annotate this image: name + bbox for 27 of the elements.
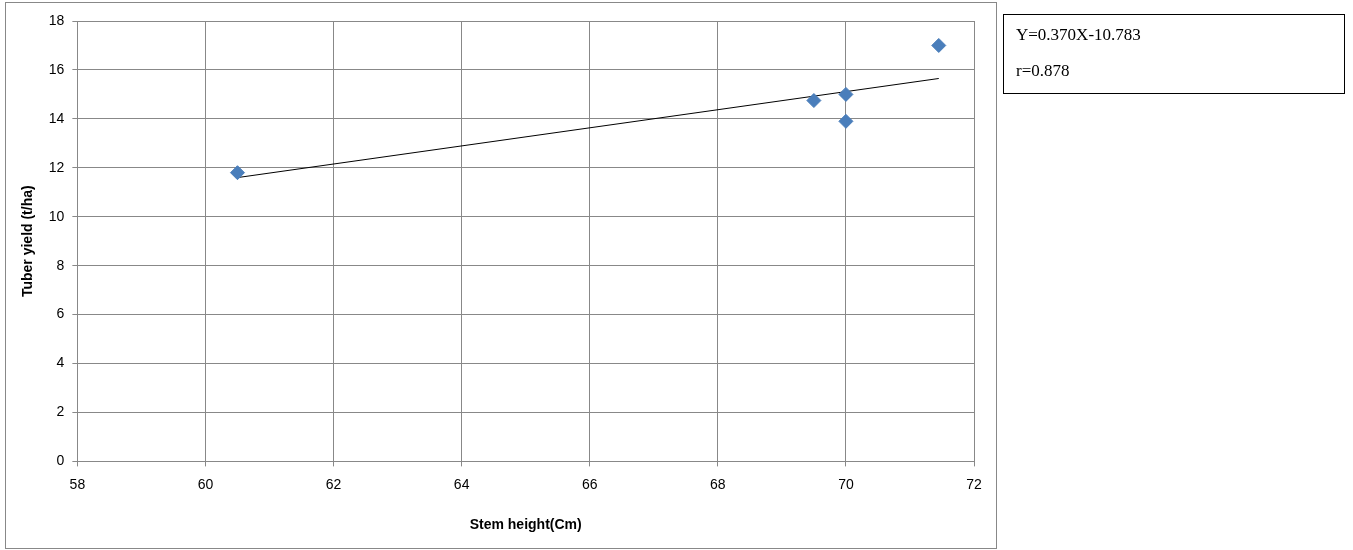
x-axis-title: Stem height(Cm) [469,516,582,533]
text: r=0.878 [1016,61,1071,81]
y-tick-label: 14 [48,109,65,126]
y-tick-label: 8 [56,256,65,273]
y-tick-label: 6 [56,305,65,322]
y-tick-label: 12 [48,158,65,175]
point [931,37,947,53]
x-tick-label: 64 [453,475,470,492]
x-tick-label: 68 [710,475,726,492]
point [838,86,854,102]
x-tick-label: 58 [69,475,86,492]
y-axis-title: Tuber yield (t/ha) [19,185,36,298]
point [229,165,245,181]
x-tick-label: 70 [838,475,854,492]
text: Y=0.370X-10.783 [1016,25,1142,45]
x-tick-label: 72 [966,475,982,492]
x-tick-label: 66 [581,475,598,492]
point [838,113,854,129]
y-tick-label: 18 [48,11,65,28]
y-tick-label: 4 [56,354,65,371]
x-tick-label: 62 [325,475,342,492]
point [806,93,822,109]
y-tick-label: 16 [48,60,65,77]
y-tick-label: 10 [48,207,65,224]
y-tick-label: 2 [56,403,65,420]
x-tick-label: 60 [197,475,214,492]
y-tick-label: 0 [56,452,65,469]
